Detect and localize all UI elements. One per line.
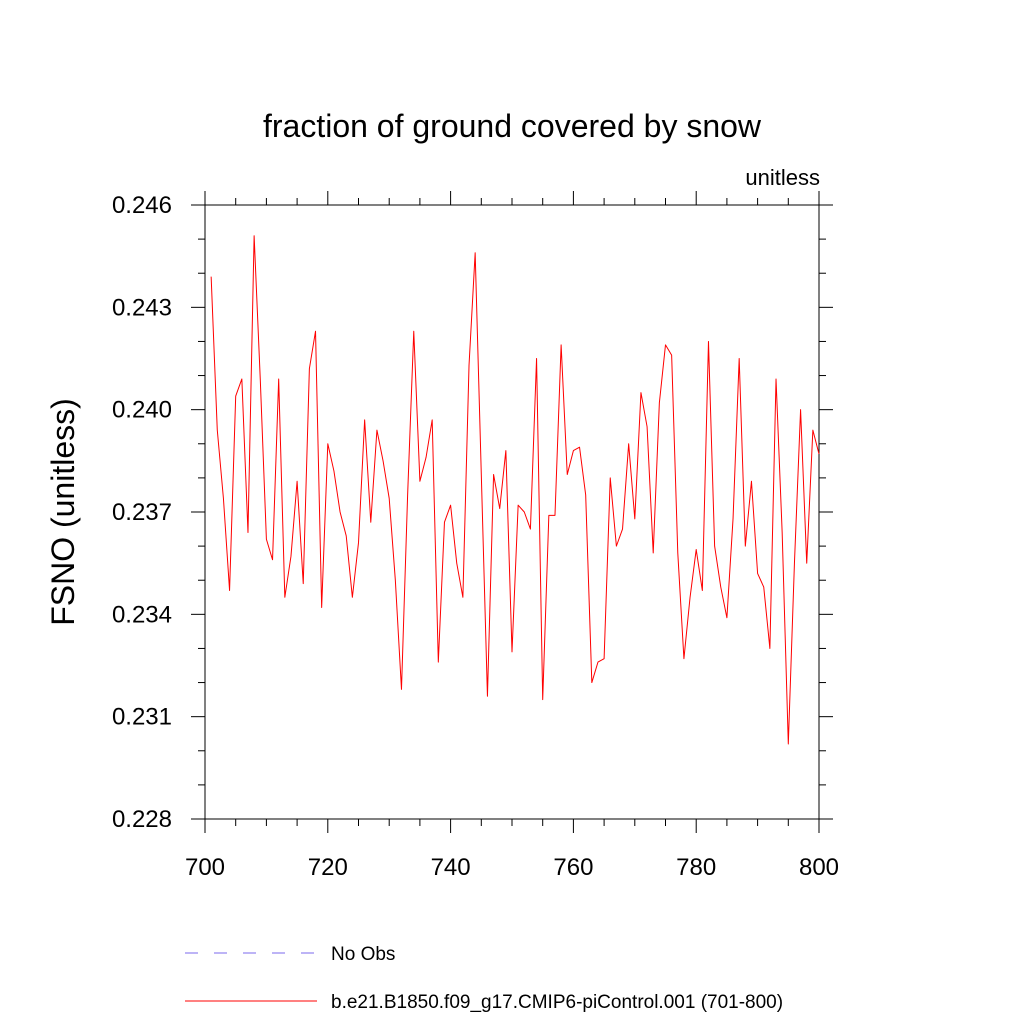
plot-frame (204, 204, 820, 820)
x-tick-label: 720 (308, 854, 348, 881)
legend: No Obs b.e21.B1850.f09_g17.CMIP6-piContr… (185, 944, 783, 1013)
y-tick-label: 0.240 (112, 397, 172, 424)
legend-label-no-obs: No Obs (331, 944, 395, 965)
series-layer (210, 235, 820, 745)
y-tick-label: 0.243 (112, 294, 172, 321)
y-tick-label: 0.231 (112, 704, 172, 731)
series-line (210, 235, 820, 745)
x-tick-label: 800 (799, 854, 839, 881)
y-tick-label: 0.237 (112, 499, 172, 526)
x-tick-label: 780 (676, 854, 716, 881)
legend-label-control: b.e21.B1850.f09_g17.CMIP6-piControl.001 … (331, 992, 783, 1013)
x-tick-label: 740 (431, 854, 471, 881)
y-axis-label: FSNO (unitless) (45, 398, 81, 626)
x-axis: 700 720 740 760 780 800 (185, 191, 839, 881)
y-tick-label: 0.246 (112, 192, 172, 219)
y-axis: 0.228 0.231 0.234 0.237 0.240 0.243 0.246 (112, 192, 833, 833)
y-tick-label: 0.234 (112, 601, 172, 628)
x-tick-label: 700 (185, 854, 225, 881)
chart-title: fraction of ground covered by snow (263, 108, 762, 144)
y-tick-label: 0.228 (112, 806, 172, 833)
chart-subtitle-units: unitless (745, 165, 820, 190)
x-tick-label: 760 (553, 854, 593, 881)
